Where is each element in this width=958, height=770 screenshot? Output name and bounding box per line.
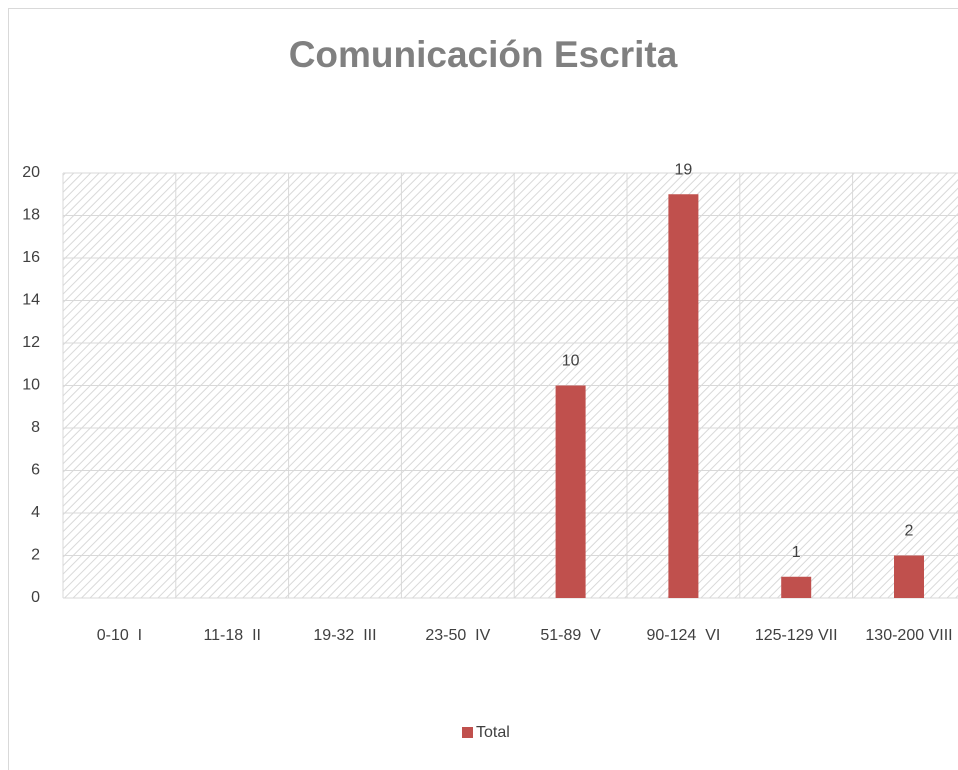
data-label: 2: [905, 523, 914, 540]
y-tick-label: 6: [31, 462, 40, 479]
x-tick-label: 51-89 V: [540, 627, 601, 644]
x-tick-label: 0-10 I: [96, 627, 143, 644]
y-tick-label: 0: [31, 589, 40, 606]
x-tick-label: 90-124 VI: [646, 627, 721, 644]
bar: [668, 194, 699, 598]
bar: [781, 576, 812, 598]
data-label: 10: [562, 353, 580, 370]
x-tick-label: 11-18 II: [203, 627, 261, 644]
y-tick-label: 8: [31, 419, 40, 436]
x-tick-label: 19-32 III: [313, 627, 377, 644]
bar: [894, 555, 924, 598]
chart-title: Comunicación Escrita: [289, 34, 678, 75]
legend-label: Total: [476, 724, 510, 741]
y-tick-label: 10: [22, 377, 40, 394]
y-tick-label: 4: [31, 504, 40, 521]
legend-swatch: [462, 727, 473, 738]
data-label: 1: [792, 544, 801, 561]
bar: [555, 385, 586, 598]
x-tick-label: 125-129 VII: [754, 627, 838, 644]
y-tick-label: 20: [22, 164, 40, 181]
data-label: 19: [675, 161, 693, 178]
y-tick-label: 2: [31, 547, 40, 564]
y-tick-label: 18: [22, 207, 40, 224]
chart-border: [8, 8, 958, 770]
x-tick-label: 23-50 IV: [425, 627, 491, 644]
y-tick-label: 12: [22, 334, 40, 351]
x-tick-label: 130-200 VIII: [865, 627, 953, 644]
y-tick-label: 16: [22, 249, 40, 266]
y-tick-label: 14: [22, 292, 40, 309]
